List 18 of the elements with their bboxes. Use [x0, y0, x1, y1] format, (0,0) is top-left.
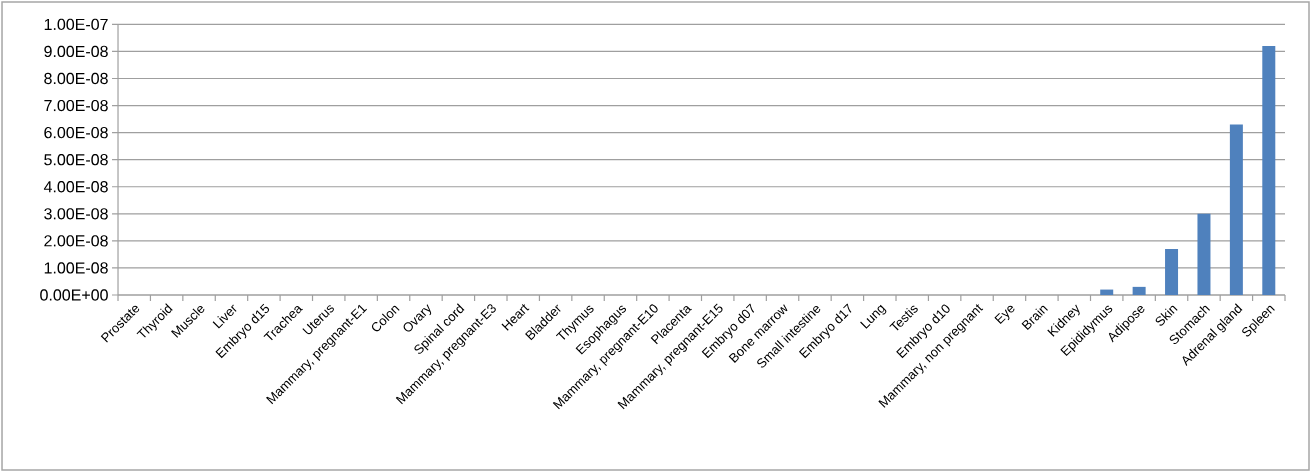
- y-tick-label: 1.00E-08: [44, 262, 108, 274]
- y-tick-label: 9.00E-08: [44, 45, 108, 58]
- bar: [1132, 286, 1146, 295]
- bar: [1229, 124, 1243, 295]
- bar: [1262, 46, 1276, 295]
- y-tick-label: 7.00E-08: [44, 99, 108, 112]
- y-tick-label: 6.00E-08: [44, 126, 108, 139]
- bar: [1100, 289, 1114, 295]
- y-tick-label: 4.00E-08: [43, 181, 108, 193]
- y-tick-label: 5.00E-08: [44, 154, 108, 166]
- bar: [1197, 213, 1211, 295]
- y-tick-label: 3.00E-08: [44, 208, 108, 220]
- bar: [1165, 248, 1179, 295]
- x-tick-label: Eye: [994, 305, 1015, 325]
- y-tick-label: 2.00E-08: [44, 235, 108, 247]
- y-tick-label: 0.00E+00: [40, 289, 108, 301]
- y-tick-label: 8.00E-08: [44, 72, 108, 85]
- y-tick-label: 1.00E-07: [44, 18, 108, 31]
